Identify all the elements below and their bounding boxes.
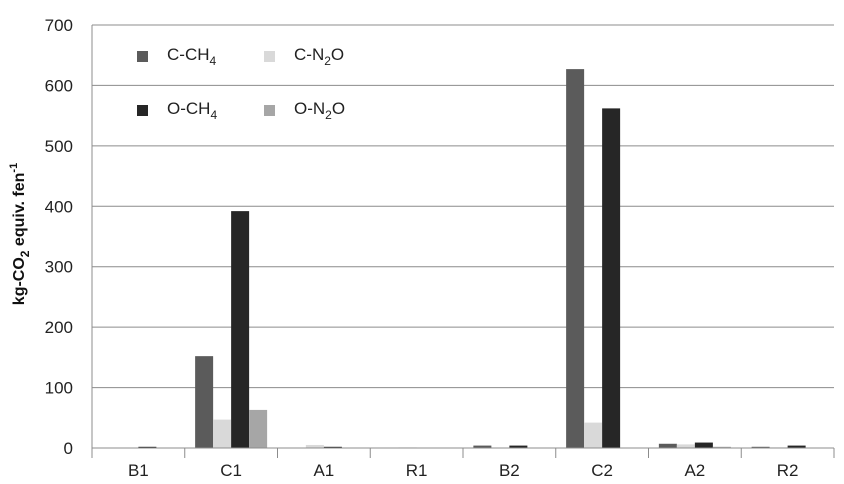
- x-tick-label: A1: [313, 461, 334, 480]
- legend-swatch: [137, 51, 148, 62]
- y-tick-labels: 0 100 200 300 400 500 600 700: [45, 16, 73, 458]
- bar-c-ch4-b2: [473, 445, 492, 448]
- x-tick-label: A2: [684, 461, 705, 480]
- legend-item-o-ch4: O-CH4: [137, 99, 217, 122]
- x-tick-label: B1: [128, 461, 149, 480]
- y-tick-label: 600: [45, 76, 73, 95]
- bar-o-ch4-c1: [231, 211, 250, 448]
- bar-c-n2o-c1: [213, 419, 232, 448]
- legend-item-c-n2o: C-N2O: [264, 45, 344, 68]
- bar-c-ch4-c1: [195, 356, 214, 448]
- bars: [138, 69, 806, 449]
- legend-swatch: [264, 105, 275, 116]
- bar-o-ch4-b1: [138, 446, 157, 448]
- legend-label: O-CH4: [167, 99, 217, 122]
- x-tick-label: R1: [406, 461, 428, 480]
- bar-c-n2o-c2: [584, 422, 603, 448]
- y-tick-label: 400: [45, 197, 73, 216]
- gridlines: [92, 24, 834, 389]
- bar-o-ch4-a2: [694, 442, 713, 448]
- bar-o-n2o-c1: [249, 409, 268, 448]
- legend-label: C-N2O: [294, 45, 344, 68]
- bar-o-ch4-b2: [509, 445, 528, 448]
- y-tick-label: 200: [45, 318, 73, 337]
- x-tick-label: R2: [777, 461, 799, 480]
- y-tick-label: 100: [45, 379, 73, 398]
- x-tick-label: B2: [499, 461, 520, 480]
- legend-item-c-ch4: C-CH4: [137, 45, 217, 68]
- x-tick-label: C2: [591, 461, 613, 480]
- legend-item-o-n2o: O-N2O: [264, 99, 345, 122]
- bar-c-n2o-a1: [305, 444, 324, 448]
- legend-swatch: [137, 105, 148, 116]
- bar-c-n2o-a2: [676, 444, 695, 448]
- y-axis-label: kg-CO2 equiv. fen-1: [8, 163, 32, 305]
- bar-c-ch4-c2: [566, 69, 585, 448]
- legend-label: C-CH4: [167, 45, 217, 68]
- axes: [91, 25, 835, 458]
- legend: C-CH4 C-N2O O-CH4 O-N2O: [137, 45, 345, 122]
- bar-c-ch4-r2: [751, 446, 770, 448]
- legend-swatch: [264, 51, 275, 62]
- y-tick-label: 700: [45, 16, 73, 35]
- y-tick-label: 300: [45, 258, 73, 277]
- x-tick-label: C1: [220, 461, 242, 480]
- legend-label: O-N2O: [294, 99, 345, 122]
- y-tick-label: 0: [64, 439, 73, 458]
- y-tick-label: 500: [45, 137, 73, 156]
- bar-o-n2o-a2: [712, 446, 731, 448]
- bar-o-ch4-a1: [323, 446, 342, 448]
- bar-c-ch4-a2: [658, 443, 677, 448]
- bar-o-ch4-r2: [787, 445, 806, 448]
- x-tick-labels: B1 C1 A1 R1 B2 C2 A2 R2: [128, 461, 799, 480]
- bar-o-ch4-c2: [602, 108, 621, 449]
